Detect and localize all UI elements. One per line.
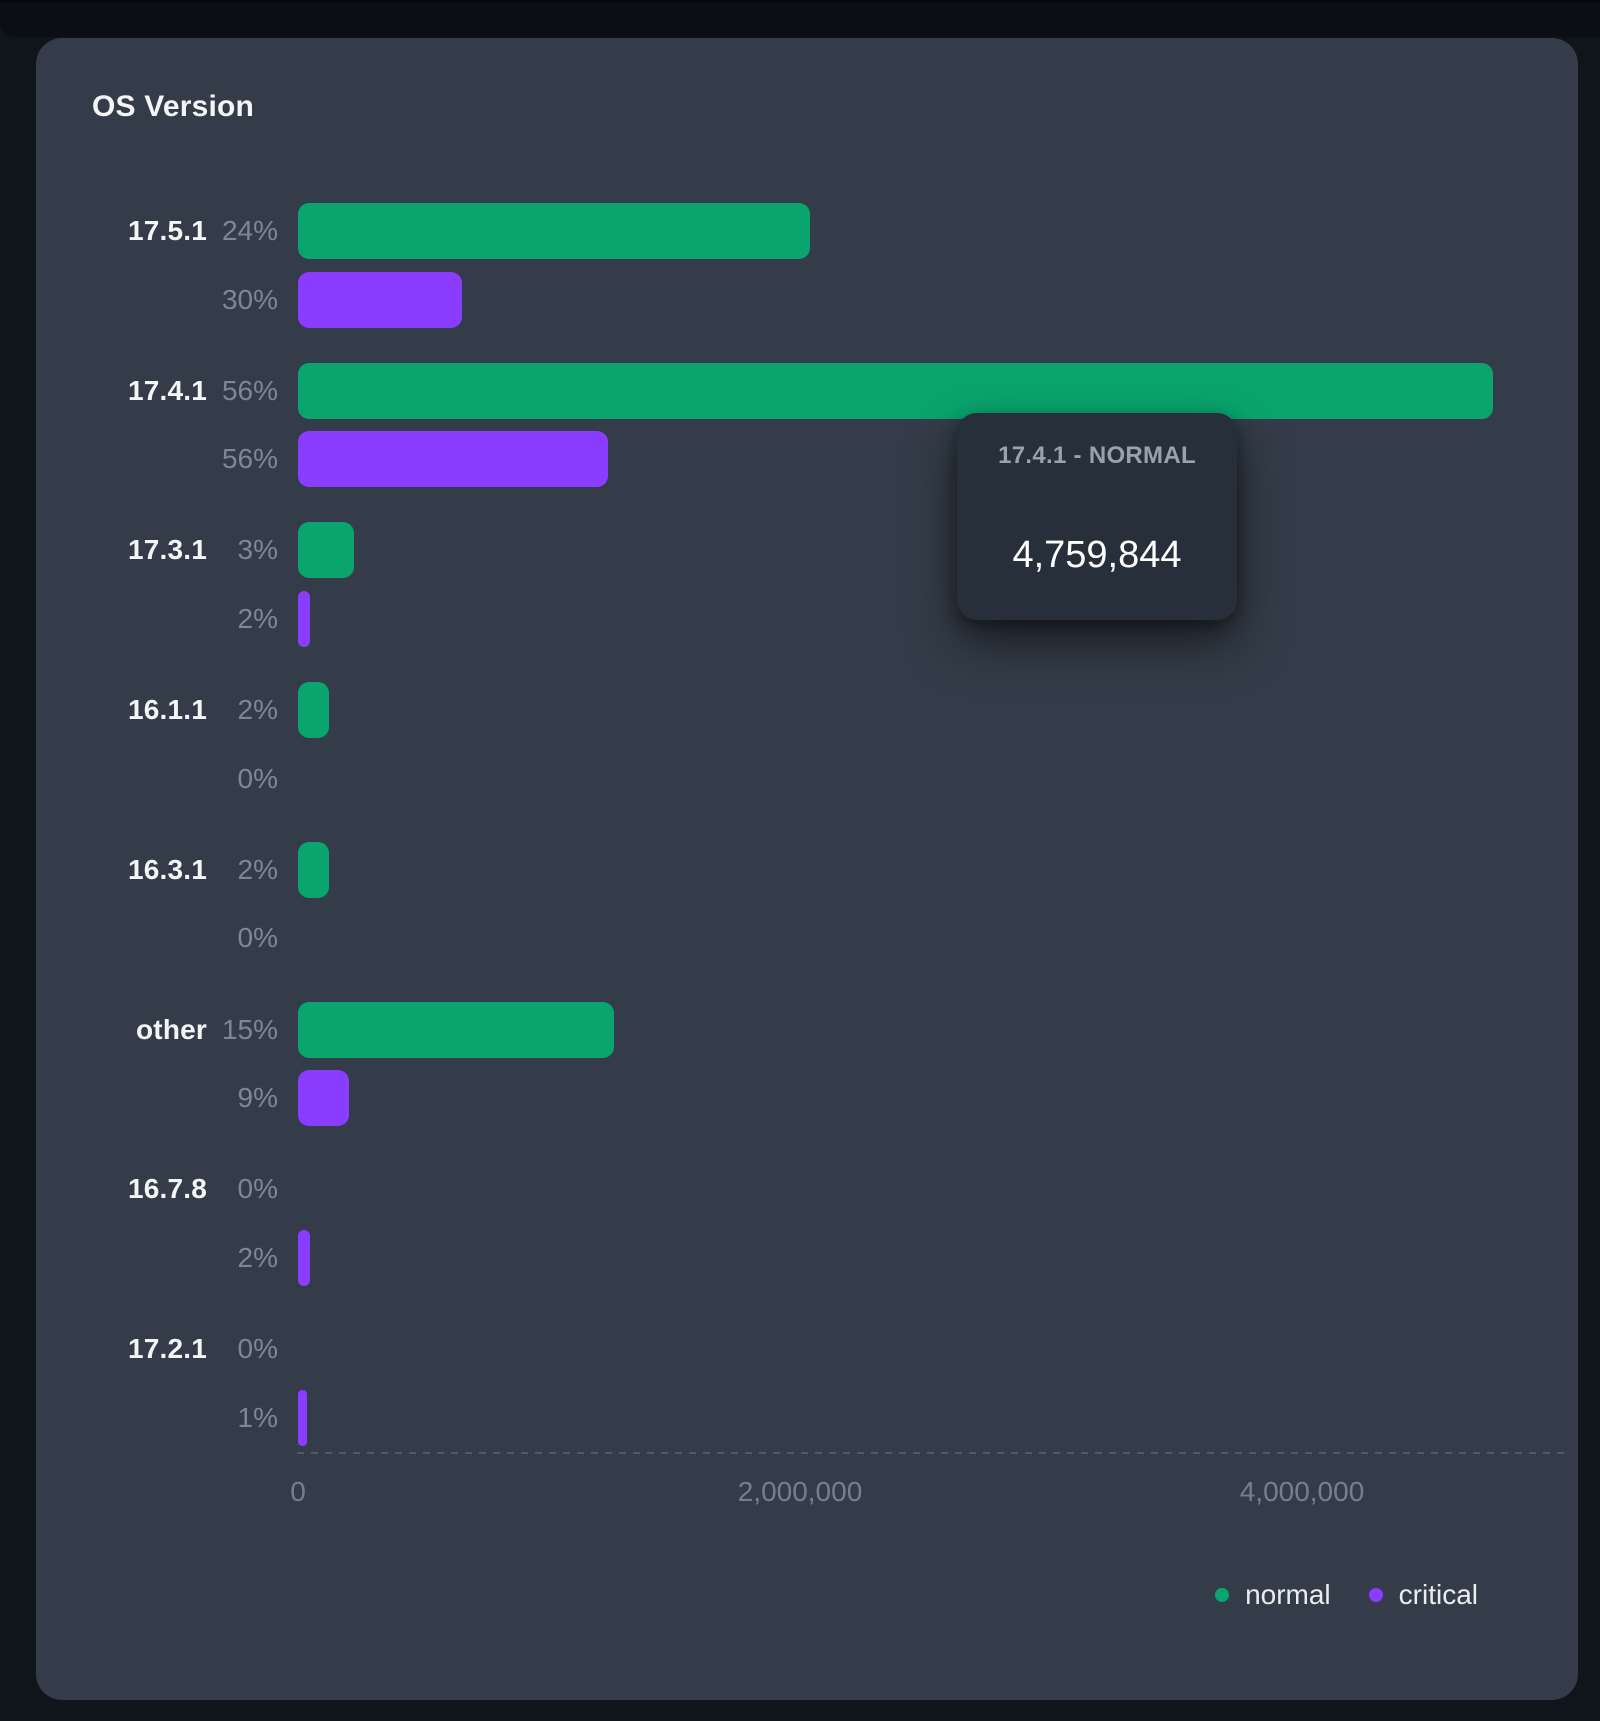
bar-critical-other[interactable] bbox=[298, 1070, 350, 1127]
version-label: 17.3.1 bbox=[127, 534, 207, 566]
x-axis-baseline bbox=[297, 1452, 1565, 1454]
bar-normal-16.3.1[interactable] bbox=[298, 841, 330, 898]
bar-normal-other[interactable] bbox=[298, 1001, 615, 1058]
critical-pct-label: 2% bbox=[237, 603, 278, 634]
bar-critical-17.4.1[interactable] bbox=[298, 431, 608, 488]
critical-pct-label: 2% bbox=[237, 1241, 278, 1273]
normal-pct-label: 2% bbox=[237, 853, 278, 885]
normal-dot-icon bbox=[1215, 1588, 1230, 1602]
normal-pct-label: 15% bbox=[221, 1013, 278, 1045]
normal-pct-label: 3% bbox=[237, 534, 278, 566]
bar-critical-16.7.8[interactable] bbox=[298, 1229, 310, 1286]
bar-critical-17.2.1[interactable] bbox=[298, 1389, 307, 1446]
version-label: other bbox=[136, 1013, 207, 1045]
bar-normal-17.3.1[interactable] bbox=[298, 522, 355, 579]
top-window-band bbox=[0, 0, 1600, 37]
legend-label: normal bbox=[1245, 1579, 1331, 1610]
x-tick-label: 2,000,000 bbox=[737, 1476, 863, 1507]
version-label: 16.7.8 bbox=[127, 1173, 207, 1205]
legend-item-critical[interactable]: critical bbox=[1368, 1579, 1478, 1611]
bar-normal-17.4.1[interactable] bbox=[298, 362, 1493, 419]
version-label: 17.5.1 bbox=[127, 215, 207, 246]
critical-pct-label: 0% bbox=[237, 922, 278, 954]
legend-item-normal[interactable]: normal bbox=[1215, 1579, 1331, 1611]
normal-pct-label: 0% bbox=[237, 1173, 278, 1205]
critical-pct-label: 30% bbox=[221, 283, 278, 315]
bar-critical-17.5.1[interactable] bbox=[298, 271, 463, 328]
critical-pct-label: 56% bbox=[221, 443, 278, 475]
bar-normal-17.5.1[interactable] bbox=[298, 203, 811, 259]
normal-pct-label: 2% bbox=[237, 694, 278, 726]
tooltip-title: 17.4.1 - NORMAL bbox=[998, 442, 1196, 469]
x-tick-label: 0 bbox=[290, 1476, 306, 1507]
version-label: 16.1.1 bbox=[127, 694, 207, 726]
bar-normal-16.1.1[interactable] bbox=[298, 682, 330, 739]
normal-pct-label: 24% bbox=[221, 215, 278, 246]
hover-tooltip: 17.4.1 - NORMAL 4,759,844 bbox=[957, 413, 1237, 620]
critical-dot-icon bbox=[1368, 1588, 1383, 1602]
tooltip-value: 4,759,844 bbox=[1012, 534, 1182, 576]
normal-pct-label: 56% bbox=[221, 374, 278, 406]
critical-pct-label: 9% bbox=[237, 1082, 278, 1114]
legend-label: critical bbox=[1398, 1579, 1478, 1610]
normal-pct-label: 0% bbox=[237, 1332, 278, 1364]
version-label: 17.2.1 bbox=[127, 1332, 207, 1364]
x-tick-label: 4,000,000 bbox=[1239, 1476, 1365, 1507]
chart-legend: normal critical bbox=[1215, 1578, 1478, 1612]
critical-pct-label: 0% bbox=[237, 762, 278, 794]
version-label: 17.4.1 bbox=[127, 374, 207, 406]
critical-pct-label: 1% bbox=[237, 1401, 278, 1433]
card-title: OS Version bbox=[92, 90, 255, 123]
version-label: 16.3.1 bbox=[127, 853, 207, 885]
bar-critical-17.3.1[interactable] bbox=[298, 591, 311, 647]
os-version-card bbox=[36, 38, 1578, 1700]
